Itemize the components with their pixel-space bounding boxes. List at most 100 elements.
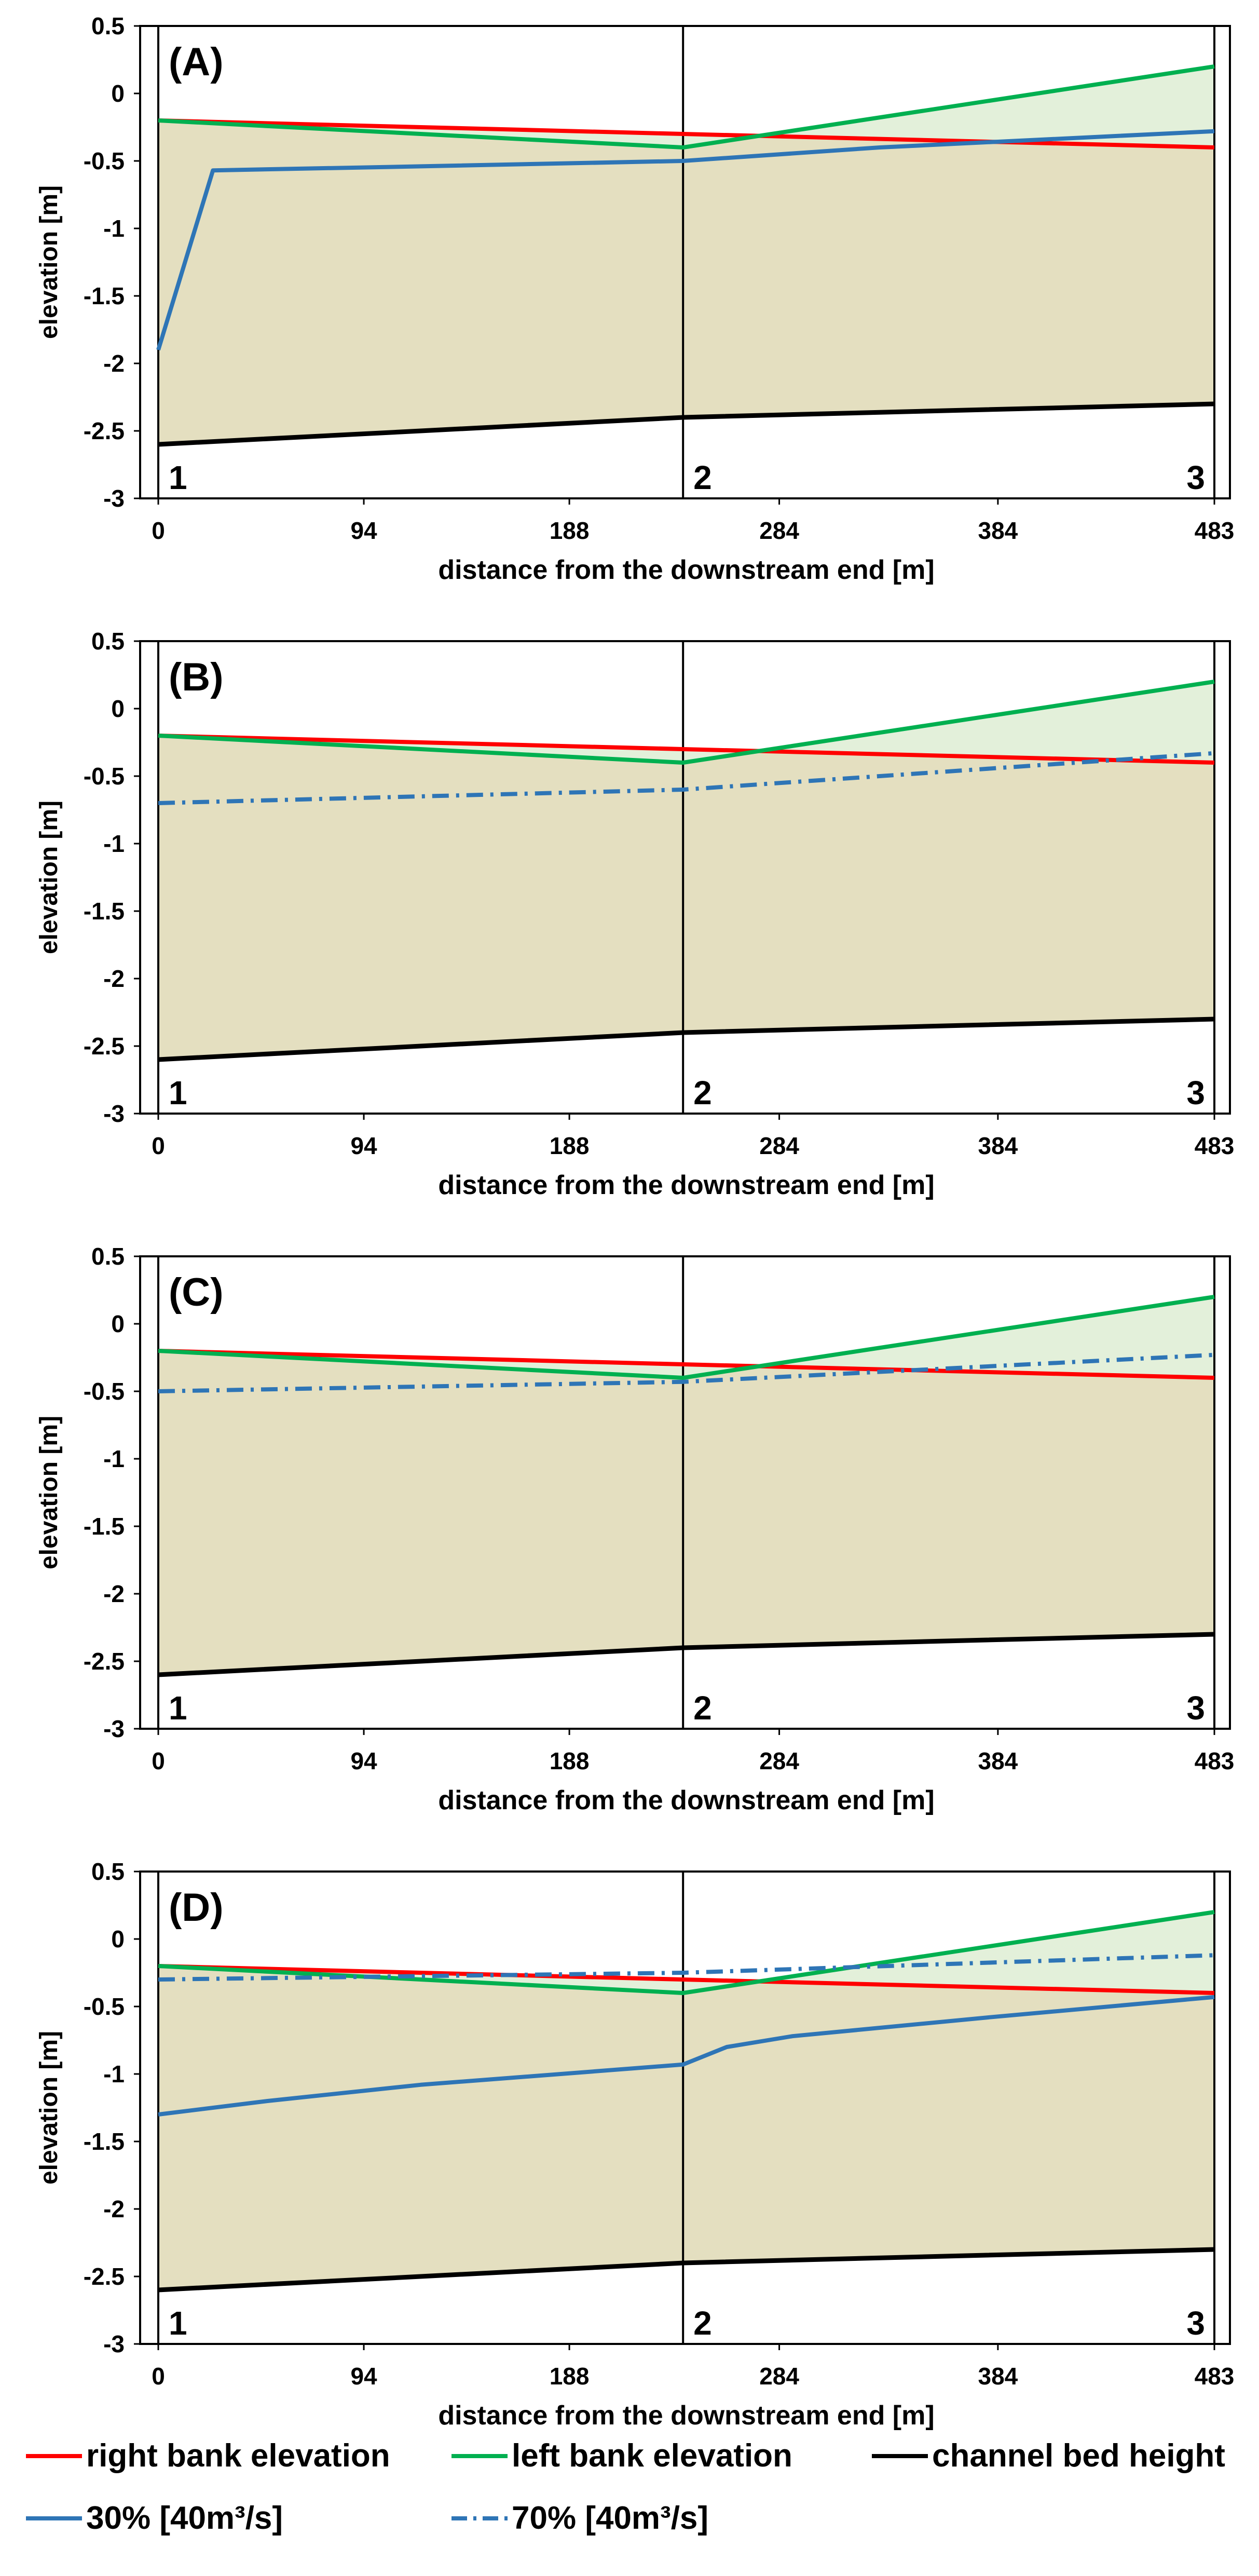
legend-label-right-bank: right bank elevation (86, 2438, 390, 2474)
x-tick-label: 188 (550, 2363, 590, 2390)
y-tick-label: -3 (103, 485, 125, 512)
chart-panel-b: 1 2 3 0.5 0 -0.5 -1 -1.5 -2 -2.5 -3 0 94 188 284 384 483… (0, 615, 1259, 1230)
y-tick-label: -1.5 (84, 1513, 125, 1540)
legend-label-channel-bed: channel bed height (932, 2438, 1225, 2474)
panel-label: (A) (169, 40, 224, 84)
x-tick-label: 483 (1195, 1747, 1235, 1774)
channel-area-fill (158, 1966, 1214, 2290)
bank-gap-fill (158, 66, 1214, 147)
x-axis-label: distance from the downstream end [m] (438, 1785, 934, 1815)
legend-label-left-bank: left bank elevation (512, 2438, 792, 2474)
y-tick-label: 0 (111, 1926, 125, 1953)
legend-item-left-bank: left bank elevation (451, 2437, 792, 2474)
y-tick-label: -1.5 (84, 898, 125, 925)
x-tick-label: 0 (152, 517, 165, 544)
series-line-channel-bed-height (158, 2247, 1215, 2293)
y-tick-label: 0 (111, 1310, 125, 1337)
y-tick-label: -2.5 (84, 1033, 125, 1060)
legend-label-70pct: 70% [40m³/s] (512, 2500, 709, 2536)
y-tick-label: 0.5 (91, 1243, 125, 1270)
x-tick-label: 0 (152, 1132, 165, 1159)
x-axis-label: distance from the downstream end [m] (438, 555, 934, 585)
section-label-3: 3 (1186, 2304, 1205, 2342)
channel-area-fill (158, 736, 1214, 1060)
y-tick-label: -2.5 (84, 417, 125, 444)
y-tick-label: -0.5 (84, 1993, 125, 2020)
legend-item-channel-bed: channel bed height (872, 2437, 1225, 2474)
section-label-3: 3 (1186, 459, 1205, 496)
y-tick-label: -1 (103, 830, 125, 857)
x-tick-label: 94 (350, 1132, 377, 1159)
channel-area-fill (158, 1351, 1214, 1675)
y-tick-label: -3 (103, 1100, 125, 1127)
legend-swatch-left-bank (451, 2453, 508, 2458)
y-tick-label: -1 (103, 215, 125, 242)
chart-panel-c: 1 2 3 0.5 0 -0.5 -1 -1.5 -2 -2.5 -3 0 94 188 284 384 483… (0, 1230, 1259, 1846)
plot-frame (139, 1870, 1231, 2345)
section-label-2: 2 (693, 1689, 712, 1727)
x-tick-label: 384 (978, 517, 1018, 544)
section-label-3: 3 (1186, 1074, 1205, 1111)
y-tick-label: 0 (111, 695, 125, 722)
x-tick-label: 188 (550, 517, 590, 544)
y-tick-label: -3 (103, 1715, 125, 1742)
chart-svg: 1 2 3 0.5 0 -0.5 -1 -1.5 -2 -2.5 -3 0 94 188 284 384 483… (35, 1243, 1235, 1815)
section-label-1: 1 (169, 459, 187, 496)
panel-label: (B) (169, 655, 224, 699)
section-label-2: 2 (693, 1074, 712, 1111)
series-line-70-40m-s (158, 1352, 1215, 1393)
y-tick-label: -2.5 (84, 2263, 125, 2290)
y-tick-label: 0.5 (91, 1858, 125, 1885)
legend: right bank elevation left bank elevation… (0, 2432, 1259, 2567)
y-tick-label: -1.5 (84, 2128, 125, 2155)
legend-item-right-bank: right bank elevation (26, 2437, 390, 2474)
x-tick-label: 384 (978, 1747, 1018, 1774)
series-line-left-bank-elevation (158, 64, 1215, 150)
chart-svg: 1 2 3 0.5 0 -0.5 -1 -1.5 -2 -2.5 -3 0 94 188 284 384 483… (35, 12, 1234, 585)
x-tick-label: 384 (978, 2363, 1018, 2390)
series-line-right-bank-elevation (158, 1964, 1215, 1995)
y-tick-label: -0.5 (84, 763, 125, 790)
x-tick-label: 188 (550, 1132, 590, 1159)
x-tick-label: 483 (1195, 1132, 1235, 1159)
legend-swatch-channel-bed (872, 2453, 928, 2458)
x-tick-label: 284 (759, 2363, 799, 2390)
plot-frame (139, 1255, 1231, 1730)
series-line-right-bank-elevation (158, 734, 1215, 765)
chart-panel-d: 1 2 3 0.5 0 -0.5 -1 -1.5 -2 -2.5 -3 0 94 188 284 384 483… (0, 1846, 1259, 2461)
x-axis-label: distance from the downstream end [m] (438, 2401, 934, 2431)
y-tick-label: -1 (103, 1445, 125, 1472)
plot-frame (139, 640, 1231, 1115)
legend-item-30pct: 30% [40m³/s] (26, 2500, 283, 2537)
x-axis-label: distance from the downstream end [m] (438, 1170, 934, 1200)
legend-swatch-right-bank (26, 2453, 82, 2458)
x-tick-label: 94 (350, 2363, 377, 2390)
series-line-channel-bed-height (158, 401, 1215, 447)
y-axis-label: elevation [m] (35, 185, 63, 339)
x-tick-label: 0 (152, 2363, 165, 2390)
x-tick-label: 94 (350, 1747, 377, 1774)
series-line-30-40m-s (158, 1995, 1215, 2117)
x-tick-label: 483 (1195, 2363, 1235, 2390)
series-line-channel-bed-height (158, 1016, 1215, 1062)
series-line-70-40m-s (158, 751, 1215, 805)
y-tick-label: 0.5 (91, 628, 125, 655)
series-line-left-bank-elevation (158, 680, 1215, 765)
y-tick-label: -2 (103, 1580, 125, 1607)
section-label-2: 2 (693, 459, 712, 496)
section-label-1: 1 (169, 1074, 187, 1111)
legend-swatch-30pct (26, 2516, 82, 2520)
y-tick-label: -1.5 (84, 282, 125, 309)
legend-label-30pct: 30% [40m³/s] (86, 2500, 283, 2536)
series-line-left-bank-elevation (158, 1295, 1215, 1380)
plot-frame (139, 25, 1231, 499)
x-tick-label: 188 (550, 1747, 590, 1774)
legend-swatch-70pct (451, 2516, 508, 2520)
panel-label: (D) (169, 1886, 224, 1930)
section-label-1: 1 (169, 1689, 187, 1727)
x-tick-label: 284 (759, 517, 799, 544)
x-tick-label: 94 (350, 517, 377, 544)
bank-gap-fill (158, 1912, 1214, 1993)
y-tick-label: -2 (103, 965, 125, 992)
legend-item-70pct: 70% [40m³/s] (451, 2500, 708, 2537)
